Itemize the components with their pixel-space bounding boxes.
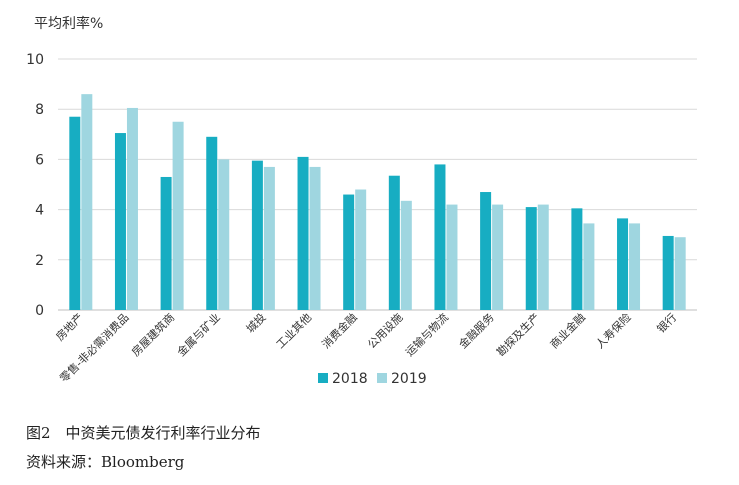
y-axis-label: 平均利率% bbox=[34, 15, 103, 32]
bar-2018-12 bbox=[617, 218, 629, 310]
x-tick-label: 商业金融 bbox=[547, 310, 588, 351]
bar-2018-3 bbox=[206, 136, 218, 310]
bars bbox=[69, 94, 686, 310]
bar-2018-8 bbox=[434, 164, 446, 310]
legend-swatch-2018 bbox=[318, 373, 328, 383]
y-tick-label: 10 bbox=[26, 52, 44, 68]
bar-2018-7 bbox=[388, 175, 400, 310]
x-tick-label: 银行 bbox=[654, 310, 679, 335]
bar-2018-5 bbox=[297, 156, 309, 310]
bar-2018-6 bbox=[343, 194, 355, 310]
figure-caption: 图2 中资美元债发行利率行业分布 bbox=[26, 424, 261, 442]
bar-2018-2 bbox=[160, 176, 172, 310]
x-tick-label: 房屋建筑商 bbox=[128, 310, 177, 359]
bar-2018-4 bbox=[251, 160, 263, 310]
x-tick-label: 消费金融 bbox=[319, 310, 360, 351]
bar-2019-9 bbox=[492, 204, 504, 310]
bar-2019-12 bbox=[629, 223, 641, 310]
y-tick-label: 8 bbox=[35, 102, 44, 118]
bar-2019-7 bbox=[400, 200, 412, 310]
legend-label: 2018 bbox=[332, 371, 368, 387]
y-tick-label: 2 bbox=[35, 253, 44, 269]
bar-2019-10 bbox=[537, 204, 549, 310]
x-tick-label: 金属与矿业 bbox=[174, 310, 223, 359]
bar-2019-6 bbox=[355, 189, 367, 310]
x-tick-label: 人寿保险 bbox=[593, 310, 634, 351]
gridlines bbox=[58, 58, 697, 311]
bar-2019-0 bbox=[81, 94, 93, 310]
x-tick-label: 金融服务 bbox=[456, 310, 497, 351]
bar-2018-0 bbox=[69, 116, 81, 310]
bar-2019-8 bbox=[446, 204, 458, 310]
x-tick-label: 运输与物流 bbox=[402, 310, 451, 359]
x-tick-label: 公用设施 bbox=[365, 311, 405, 351]
bar-2019-2 bbox=[172, 121, 184, 310]
bar-2019-11 bbox=[583, 223, 595, 310]
bar-2018-13 bbox=[662, 235, 674, 310]
bar-2018-10 bbox=[525, 207, 537, 310]
x-tick-label: 勘探及生产 bbox=[494, 310, 543, 359]
y-tick-label: 0 bbox=[35, 303, 44, 319]
x-tick-label: 城投 bbox=[243, 310, 268, 335]
bar-2018-11 bbox=[571, 208, 583, 310]
y-tick-label: 6 bbox=[35, 152, 44, 168]
legend: 2018 2019 bbox=[318, 371, 427, 387]
source-note: 资料来源：Bloomberg bbox=[26, 453, 185, 471]
bar-2018-9 bbox=[480, 192, 492, 310]
bar-2019-4 bbox=[263, 166, 275, 310]
bar-2019-1 bbox=[126, 107, 138, 310]
x-tick-label: 工业其他 bbox=[274, 311, 314, 351]
bar-2019-13 bbox=[674, 237, 686, 310]
x-tick-label: 房地产 bbox=[53, 310, 86, 343]
legend-label: 2019 bbox=[391, 371, 427, 387]
bar-2019-5 bbox=[309, 166, 321, 310]
y-tick-labels: 0 2 4 6 8 10 bbox=[26, 52, 44, 319]
bar-2018-1 bbox=[114, 133, 126, 310]
legend-swatch-2019 bbox=[377, 373, 387, 383]
bar-2019-3 bbox=[218, 159, 230, 310]
y-tick-label: 4 bbox=[35, 203, 44, 219]
